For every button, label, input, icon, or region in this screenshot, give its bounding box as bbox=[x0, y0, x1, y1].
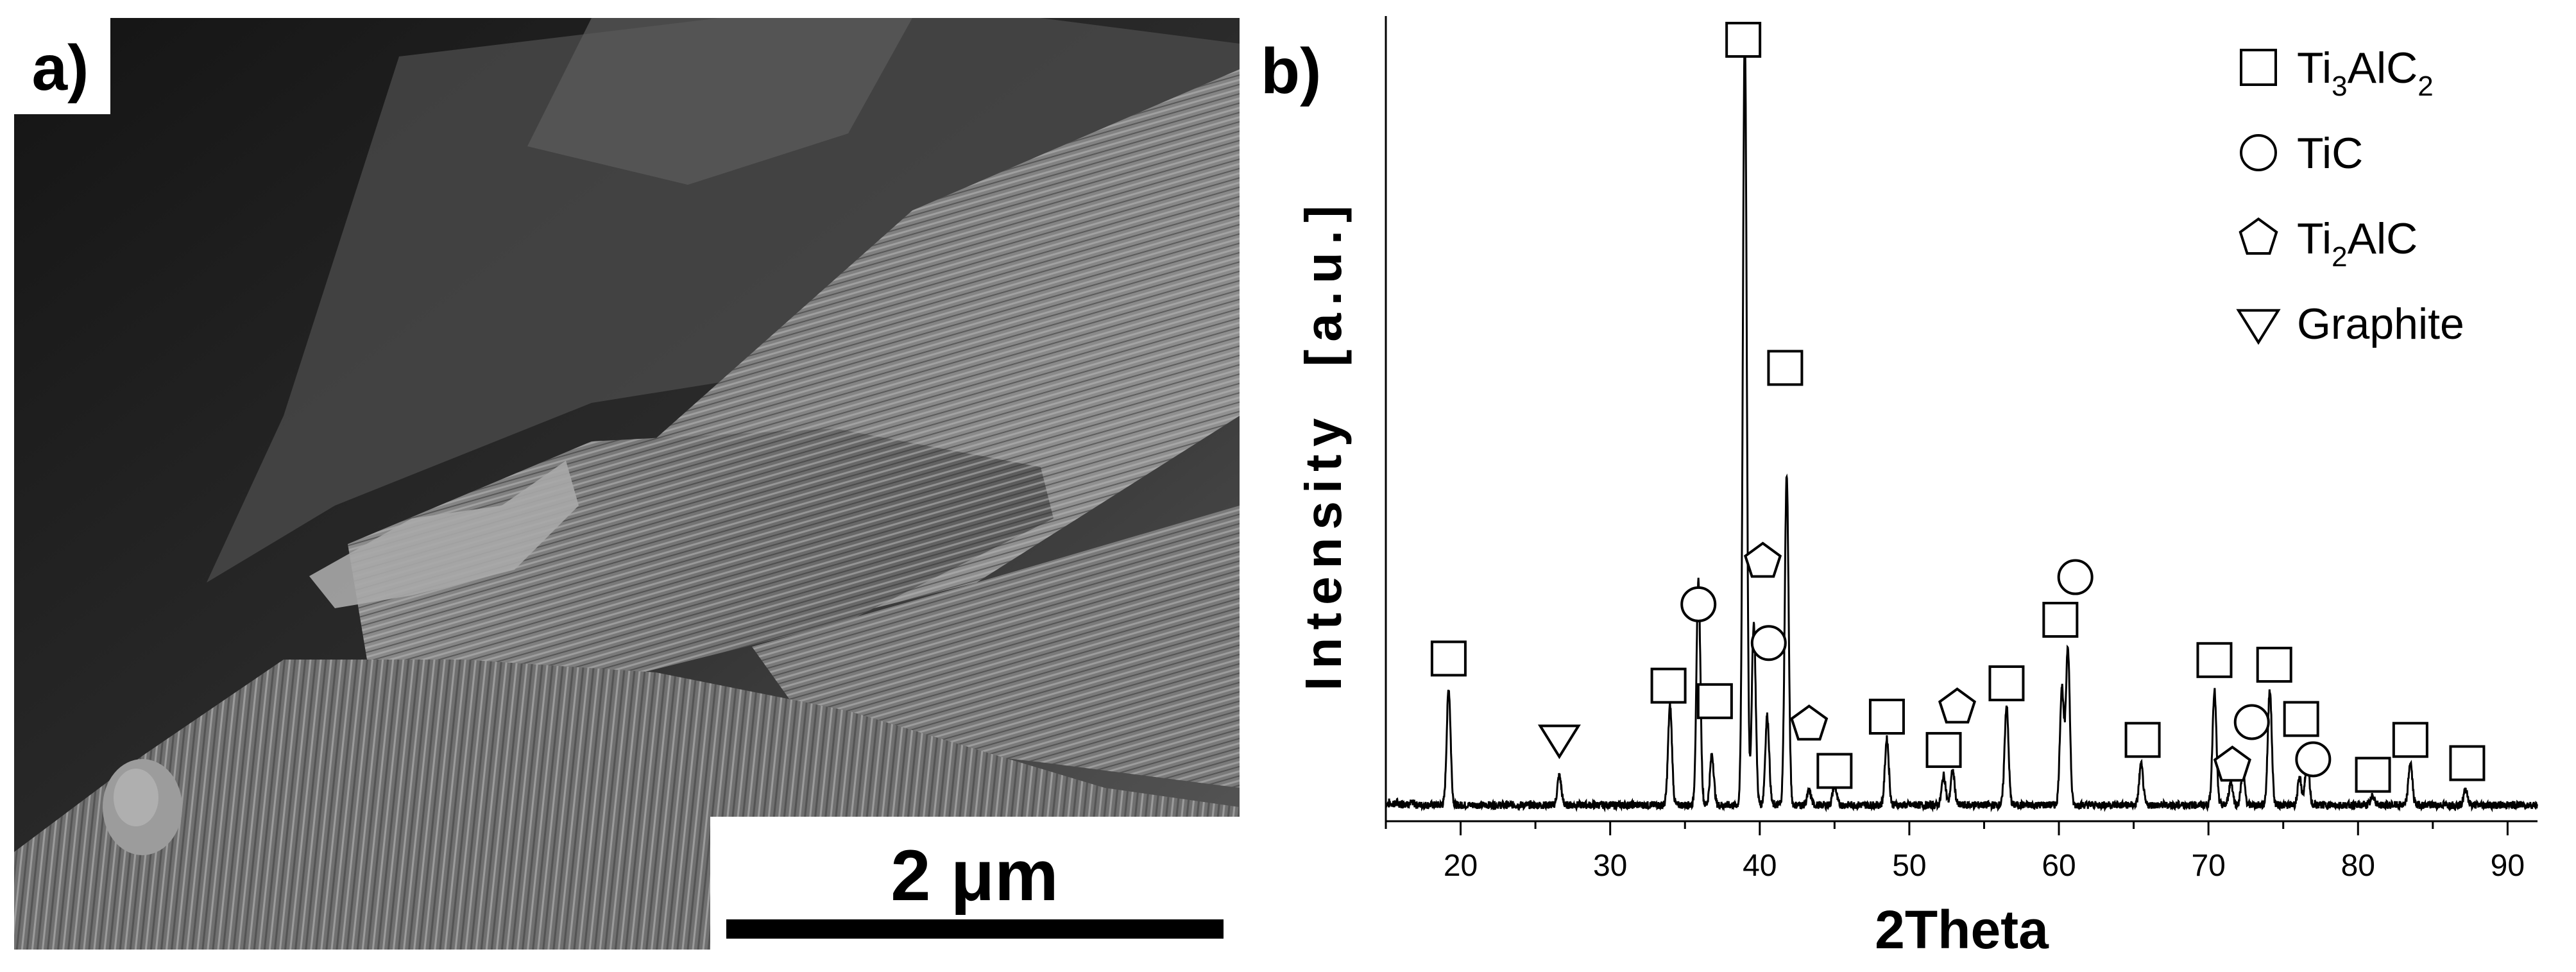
x-axis-label: 2Theta bbox=[1875, 900, 2049, 960]
x-tick-label: 50 bbox=[1892, 849, 1926, 883]
legend-label: TiC bbox=[2297, 129, 2363, 178]
ti2alc-marker bbox=[1938, 687, 1977, 724]
legend-square-icon bbox=[2240, 49, 2277, 86]
chart-axes bbox=[1385, 16, 2538, 835]
ti3alc2-marker bbox=[1988, 665, 2025, 702]
legend-label: Ti3AlC2 bbox=[2297, 44, 2434, 102]
phase-markers bbox=[1430, 22, 2486, 793]
tic-marker bbox=[1680, 586, 1717, 622]
legend-triangle-down-icon bbox=[2236, 309, 2281, 345]
ti3alc2-marker bbox=[2196, 642, 2233, 678]
x-tick-label: 70 bbox=[2191, 849, 2225, 883]
ti3alc2-marker bbox=[1816, 753, 1853, 789]
ti3alc2-marker bbox=[2042, 602, 2079, 638]
xrd-pattern-line bbox=[1385, 27, 2539, 813]
x-tick-label: 20 bbox=[1444, 849, 1478, 883]
tic-marker bbox=[2233, 704, 2270, 740]
ti3alc2-marker bbox=[2355, 756, 2391, 793]
ti2alc-marker bbox=[1790, 704, 1829, 741]
scale-bar bbox=[726, 919, 1224, 939]
scale-bar-label: 2 μm bbox=[891, 835, 1059, 916]
tic-marker bbox=[2057, 559, 2094, 595]
ti3alc2-marker bbox=[2392, 722, 2428, 758]
ti3alc2-marker bbox=[1868, 699, 1905, 735]
ti3alc2-marker bbox=[1767, 350, 1804, 386]
panel-a-label: a) bbox=[32, 32, 89, 104]
legend-pentagon-icon bbox=[2239, 217, 2278, 255]
ti3alc2-marker bbox=[1430, 640, 1467, 677]
ti2alc-marker bbox=[1743, 541, 1782, 578]
graphite-marker bbox=[1537, 724, 1581, 760]
x-tick-label: 60 bbox=[2042, 849, 2076, 883]
legend-circle-icon bbox=[2240, 134, 2277, 171]
tic-marker bbox=[2295, 741, 2332, 778]
ti3alc2-marker bbox=[1650, 667, 1687, 704]
ti3alc2-marker bbox=[1725, 22, 1762, 58]
legend-label: Graphite bbox=[2297, 300, 2464, 348]
ti3alc2-marker bbox=[1925, 731, 1962, 768]
x-tick-label: 90 bbox=[2491, 849, 2525, 883]
sem-micrograph: a) 2 μm bbox=[14, 18, 1240, 950]
ti3alc2-marker bbox=[2124, 722, 2161, 758]
x-tick-label: 80 bbox=[2341, 849, 2375, 883]
ti2alc-marker bbox=[2213, 746, 2251, 782]
panel-b-label: b) bbox=[1261, 35, 1321, 107]
x-tick-label: 30 bbox=[1593, 849, 1627, 883]
ti3alc2-marker bbox=[1696, 683, 1733, 719]
legend-label: Ti2AlC bbox=[2297, 214, 2418, 273]
x-tick-labels: 20 30 40 50 60 70 80 90 bbox=[1444, 849, 2525, 883]
y-axis-label: Intensity [a.u.] bbox=[1295, 198, 1352, 691]
sem-micrograph-panel: a) 2 μm bbox=[14, 18, 1240, 950]
chart-legend: Ti3AlC2 TiC Ti2AlC Graphite bbox=[2236, 44, 2464, 348]
panel-a-label-box bbox=[14, 18, 110, 114]
xrd-chart-panel: b) 20 30 40 50 60 70 80 90 2Theta Intensity [a.… bbox=[1245, 0, 2576, 969]
x-tick-label: 40 bbox=[1743, 849, 1777, 883]
ti3alc2-marker bbox=[2256, 647, 2292, 683]
xrd-chart: b) 20 30 40 50 60 70 80 90 2Theta Intensity [a.… bbox=[1261, 16, 2539, 960]
tic-marker bbox=[1750, 625, 1787, 661]
ti3alc2-marker bbox=[2283, 701, 2319, 737]
ti3alc2-marker bbox=[2449, 745, 2486, 781]
